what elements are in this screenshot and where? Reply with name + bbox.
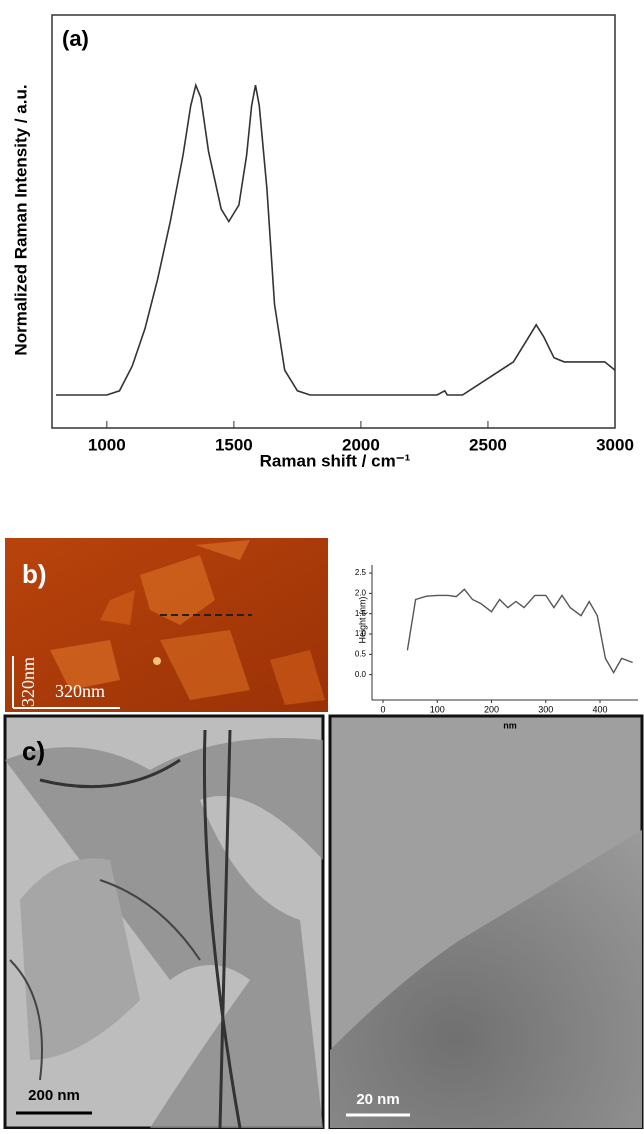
- x-tick-label: 1500: [215, 435, 253, 454]
- plot-frame: [51, 14, 616, 429]
- x-tick-label: 400: [593, 704, 608, 714]
- panel-label: b): [22, 559, 47, 589]
- x-tick-label: 300: [538, 704, 553, 714]
- y-tick-label: 0.5: [355, 649, 367, 658]
- panel-label: c): [22, 736, 45, 766]
- y-tick-label: 2.0: [355, 588, 367, 597]
- data-line: [56, 82, 616, 396]
- y-tick-label: 1.5: [355, 609, 367, 618]
- afm-image: [5, 538, 328, 712]
- scale-label: 320nm: [55, 681, 105, 701]
- x-tick-label: 2500: [469, 435, 507, 454]
- x-tick-label: 2000: [342, 435, 380, 454]
- y-tick-label: 1.0: [355, 629, 367, 638]
- x-axis-label: Raman shift / cm⁻¹: [260, 451, 411, 470]
- scale-label: 20 nm: [356, 1091, 399, 1108]
- y-axis-label: Normalized Raman Intensity / a.u.: [11, 84, 30, 355]
- y-tick-label: 0.0: [355, 670, 367, 679]
- x-tick-label: 200: [484, 704, 499, 714]
- tem-image: [3, 714, 644, 1130]
- x-tick-label: 3000: [596, 435, 634, 454]
- y-axis-label: Height (nm): [357, 596, 367, 643]
- panel-label: (a): [62, 26, 89, 51]
- x-tick-label: 1000: [88, 435, 126, 454]
- data-line: [406, 588, 633, 675]
- x-tick-label: 0: [380, 704, 385, 714]
- scale-label: 320nm: [18, 657, 38, 707]
- x-tick-label: 100: [430, 704, 445, 714]
- y-tick-label: 2.5: [355, 568, 367, 577]
- scale-label: 200 nm: [28, 1087, 80, 1104]
- x-axis-label: nm: [503, 720, 517, 730]
